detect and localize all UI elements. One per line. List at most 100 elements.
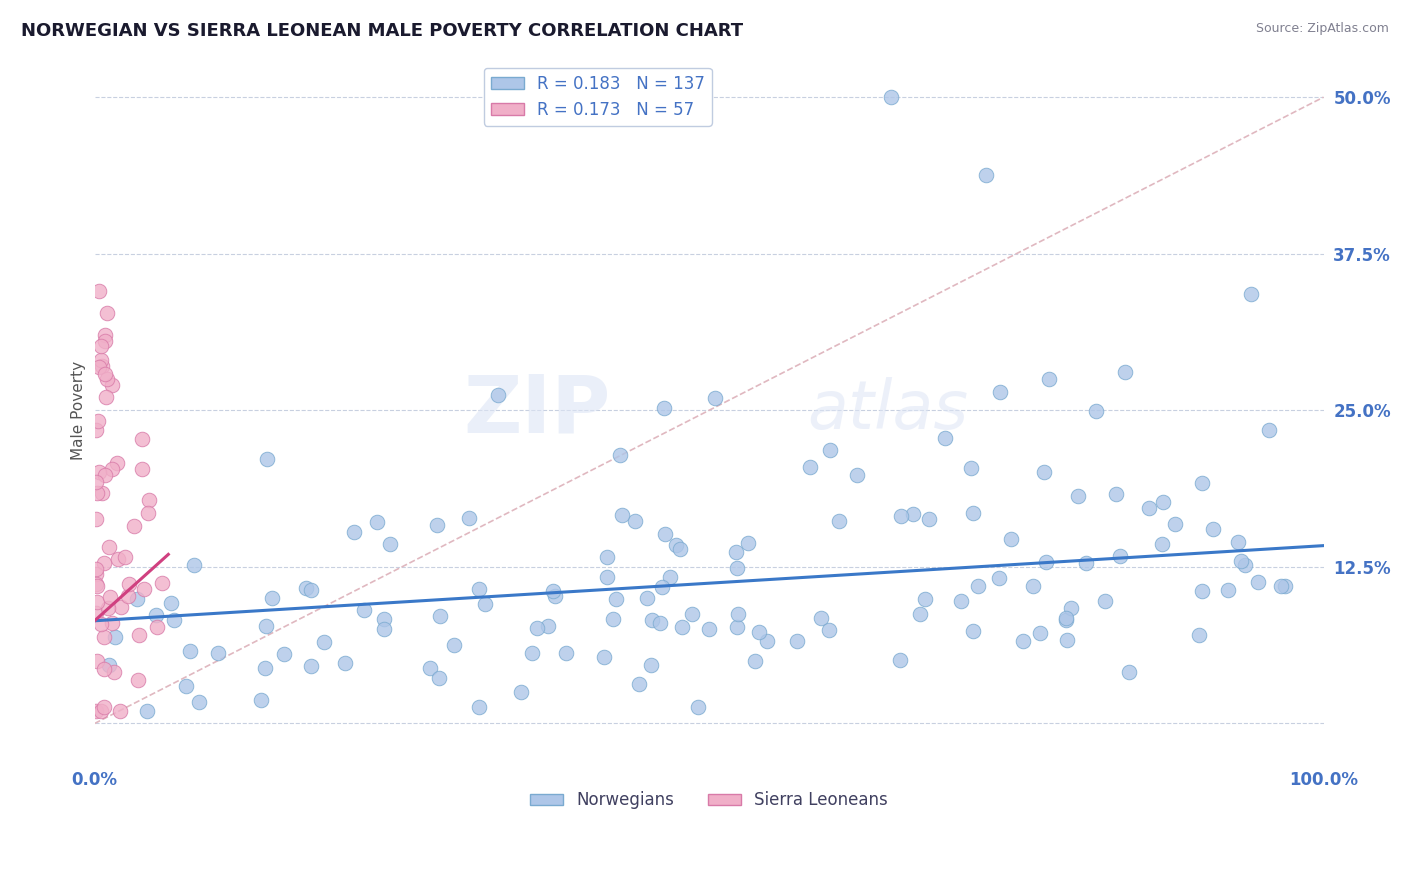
- Point: [889, 653, 911, 667]
- Point: [131, 462, 153, 476]
- Point: [104, 630, 127, 644]
- Point: [541, 584, 564, 599]
- Point: [1094, 594, 1116, 608]
- Point: [1218, 583, 1240, 598]
- Point: [87, 284, 110, 298]
- Point: [681, 607, 703, 621]
- Point: [1000, 532, 1022, 546]
- Point: [818, 443, 841, 458]
- Point: [988, 385, 1011, 400]
- Point: [160, 596, 183, 610]
- Point: [86, 486, 108, 500]
- Point: [333, 657, 356, 671]
- Point: [962, 506, 984, 520]
- Point: [1274, 579, 1296, 593]
- Point: [1084, 403, 1107, 417]
- Point: [426, 518, 449, 533]
- Point: [1118, 665, 1140, 679]
- Point: [962, 624, 984, 639]
- Point: [544, 589, 567, 603]
- Point: [299, 582, 322, 597]
- Point: [624, 514, 647, 528]
- Point: [118, 577, 141, 591]
- Point: [468, 582, 491, 596]
- Point: [654, 401, 676, 415]
- Point: [725, 620, 748, 634]
- Point: [128, 628, 150, 642]
- Point: [254, 619, 277, 633]
- Point: [648, 616, 671, 631]
- Point: [429, 609, 451, 624]
- Point: [114, 549, 136, 564]
- Point: [94, 334, 117, 348]
- Point: [1150, 537, 1173, 551]
- Point: [84, 577, 107, 591]
- Point: [273, 647, 295, 661]
- Point: [704, 391, 727, 405]
- Point: [686, 699, 709, 714]
- Point: [1035, 555, 1057, 569]
- Point: [554, 646, 576, 660]
- Point: [84, 567, 107, 582]
- Point: [353, 603, 375, 617]
- Point: [967, 579, 990, 593]
- Point: [100, 461, 122, 475]
- Point: [108, 704, 131, 718]
- Point: [595, 570, 617, 584]
- Point: [84, 423, 107, 437]
- Point: [103, 665, 125, 680]
- Point: [627, 676, 650, 690]
- Point: [1240, 286, 1263, 301]
- Point: [593, 650, 616, 665]
- Point: [636, 591, 658, 605]
- Point: [1246, 574, 1268, 589]
- Point: [744, 654, 766, 668]
- Point: [101, 378, 124, 392]
- Point: [132, 582, 155, 597]
- Point: [1021, 579, 1043, 593]
- Point: [810, 611, 832, 625]
- Point: [84, 561, 107, 575]
- Point: [988, 571, 1011, 585]
- Point: [748, 624, 770, 639]
- Point: [908, 607, 931, 621]
- Point: [1234, 558, 1257, 573]
- Point: [125, 592, 148, 607]
- Point: [901, 507, 924, 521]
- Point: [150, 575, 173, 590]
- Point: [1011, 634, 1033, 648]
- Point: [959, 460, 981, 475]
- Point: [93, 700, 115, 714]
- Point: [914, 591, 936, 606]
- Point: [93, 662, 115, 676]
- Point: [890, 508, 912, 523]
- Legend: Norwegians, Sierra Leoneans: Norwegians, Sierra Leoneans: [523, 785, 894, 816]
- Point: [665, 538, 688, 552]
- Point: [84, 512, 107, 526]
- Point: [526, 621, 548, 635]
- Point: [342, 525, 364, 540]
- Point: [187, 696, 209, 710]
- Point: [786, 634, 808, 648]
- Point: [1056, 632, 1078, 647]
- Point: [974, 168, 997, 182]
- Point: [443, 638, 465, 652]
- Point: [101, 616, 124, 631]
- Point: [1230, 554, 1253, 568]
- Point: [520, 646, 543, 660]
- Point: [950, 594, 973, 608]
- Point: [146, 620, 169, 634]
- Point: [725, 561, 748, 575]
- Point: [91, 486, 114, 500]
- Point: [174, 679, 197, 693]
- Point: [86, 606, 108, 620]
- Point: [1114, 365, 1136, 379]
- Point: [509, 684, 531, 698]
- Point: [97, 657, 120, 672]
- Point: [90, 704, 112, 718]
- Point: [669, 541, 692, 556]
- Point: [609, 448, 631, 462]
- Point: [1226, 534, 1249, 549]
- Point: [880, 90, 903, 104]
- Point: [1191, 476, 1213, 491]
